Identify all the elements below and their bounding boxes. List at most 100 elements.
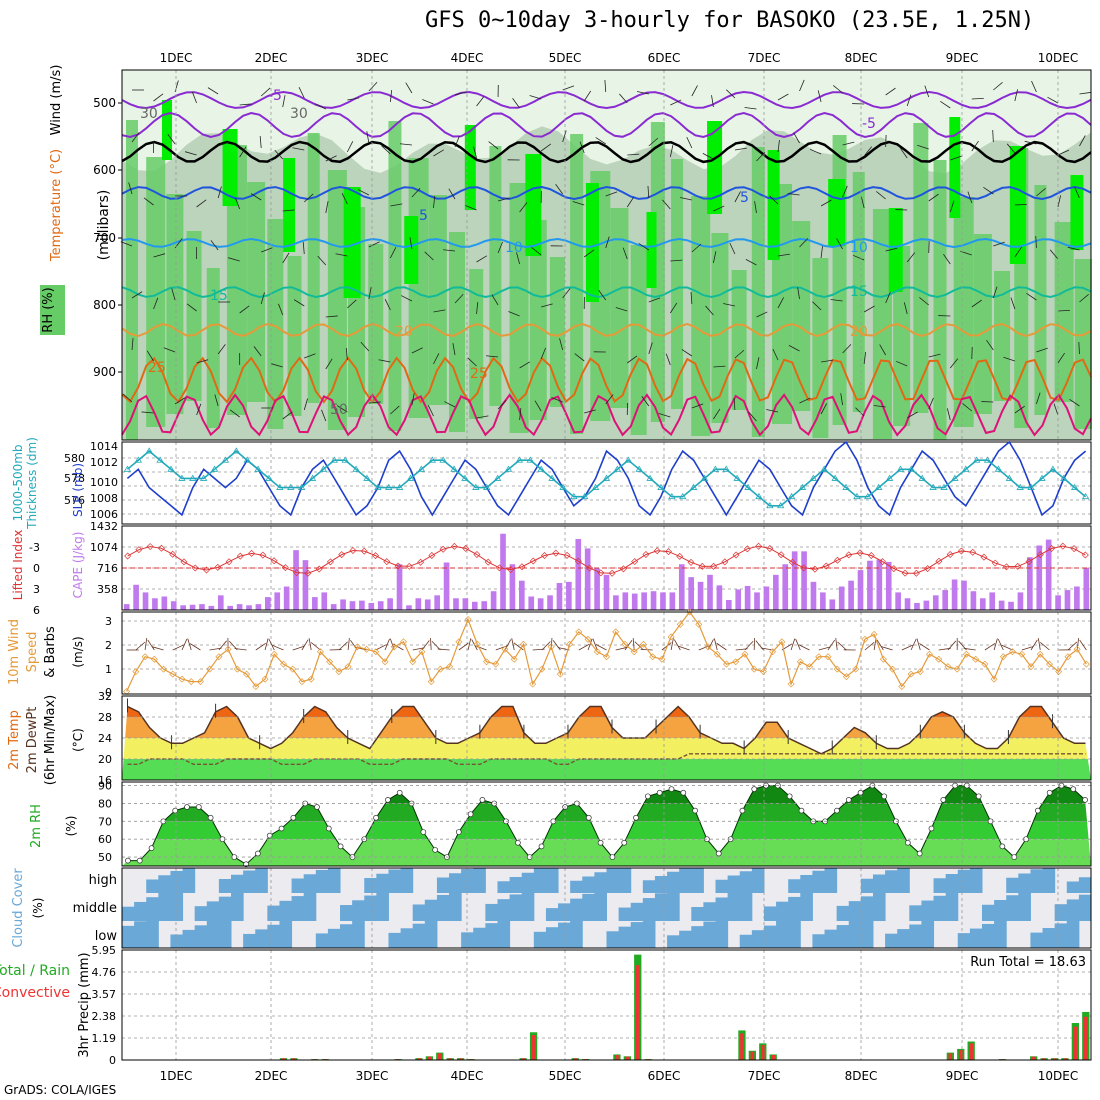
rh-bright-patch xyxy=(464,125,476,210)
wind-speed-marker xyxy=(1073,645,1081,653)
lifted-index-marker xyxy=(304,569,312,577)
wind-barb xyxy=(239,103,252,106)
precip-convective-bar xyxy=(427,1056,432,1060)
cape-bar xyxy=(1017,592,1024,610)
wind-barb xyxy=(641,396,650,407)
wind-speed-marker xyxy=(907,670,915,678)
lifted-index-marker xyxy=(529,557,537,565)
cloud-cell xyxy=(340,905,353,921)
precip-convective-bar xyxy=(1063,1058,1067,1060)
lifted-index-marker xyxy=(270,557,278,565)
lifted-tick-label: 3 xyxy=(33,583,40,596)
wind-barb xyxy=(842,344,852,354)
rh-marker xyxy=(195,804,202,810)
wind-speed-marker xyxy=(455,638,463,646)
wind-speed-marker xyxy=(160,665,168,673)
wind10m-label-2: Speed xyxy=(25,632,40,673)
cape-bar xyxy=(312,597,318,610)
wind-barb xyxy=(1026,292,1037,301)
wind-barb xyxy=(210,240,219,251)
pressure-tick-label: 500 xyxy=(93,96,116,110)
thickness-marker xyxy=(483,483,491,490)
wind-barb xyxy=(529,95,542,100)
cloud-cell xyxy=(812,934,826,948)
cloud-cell xyxy=(122,925,135,948)
dewpoint-line xyxy=(127,753,1086,765)
rh-bright-patch xyxy=(222,129,238,206)
temp-band xyxy=(122,717,1091,738)
cloud-cell xyxy=(691,868,704,893)
rh-tick-label: 90 xyxy=(98,780,112,793)
thickness-marker xyxy=(787,492,796,500)
chart-title: GFS 0~10day 3-hourly for BASOKO (23.5E, … xyxy=(425,8,1035,33)
cloud-cell xyxy=(255,929,268,948)
wind-speed-marker xyxy=(944,663,952,671)
cape-bar xyxy=(490,591,497,610)
top-day-label: 6DEC xyxy=(648,51,681,65)
rh-marker xyxy=(845,797,852,803)
wind-barb xyxy=(863,305,875,313)
wind-barb xyxy=(1014,89,1018,102)
lifted-index-marker xyxy=(1070,545,1078,553)
wind-speed-marker xyxy=(335,668,343,676)
rh-tick-label: 70 xyxy=(98,815,112,828)
thickness-marker xyxy=(330,456,339,463)
cape-bar xyxy=(716,585,723,610)
wind-barb-10m xyxy=(1001,644,1013,651)
wind-barb xyxy=(541,303,553,308)
thickness-tick-label: 578 xyxy=(64,472,85,485)
cape-bar xyxy=(509,564,516,610)
wind-barb-10m xyxy=(876,639,884,651)
wind-speed-marker xyxy=(307,675,315,683)
wind-barb xyxy=(572,201,585,206)
contour-label: 5 xyxy=(419,208,428,224)
rh-marker xyxy=(645,793,651,800)
wind-speed-marker xyxy=(233,665,241,673)
lifted-index-marker xyxy=(541,552,549,559)
wind-barb xyxy=(325,201,329,214)
cape-tick-label: 1432 xyxy=(90,520,118,533)
wind-barb xyxy=(820,199,832,207)
wind-speed-marker xyxy=(261,675,269,683)
wind-barb xyxy=(863,352,866,365)
wind-speed-marker xyxy=(409,658,417,666)
rh-green-column xyxy=(973,234,992,414)
cloud-cell xyxy=(994,900,1007,921)
cape-bar xyxy=(152,598,158,610)
wind-barb xyxy=(842,185,848,198)
wind-tick-label: 1 xyxy=(105,663,112,676)
wind-speed-marker xyxy=(1027,663,1035,671)
wind-speed-marker xyxy=(639,640,647,648)
precip-convective-bar xyxy=(1031,1056,1036,1060)
contour-label: 30 xyxy=(140,106,158,122)
wind-speed-marker xyxy=(556,670,564,678)
wind-barb xyxy=(321,409,327,422)
lifted-index-marker xyxy=(450,542,458,550)
cape-bar xyxy=(622,592,629,610)
rh-bright-patch xyxy=(828,179,846,246)
cloud-cell xyxy=(691,926,704,948)
thickness-marker xyxy=(776,502,785,509)
wind-speed-marker xyxy=(464,615,472,623)
panel-frame xyxy=(121,441,1092,525)
wind-barb xyxy=(648,297,661,303)
rh-bright-patch xyxy=(707,121,723,214)
cape-bar xyxy=(613,595,619,610)
lifted-index-marker xyxy=(946,550,954,558)
wind-barb-10m xyxy=(338,641,348,651)
cloud-cell xyxy=(751,930,765,948)
wind-barb xyxy=(512,98,520,109)
wind-barb xyxy=(604,80,607,93)
wind-barb xyxy=(555,184,563,195)
run-total-label: Run Total = 18.63 xyxy=(970,955,1086,970)
cape-bar xyxy=(876,559,883,610)
lifted-index-marker xyxy=(1002,563,1010,571)
wind-barb xyxy=(562,85,575,91)
cape-bar xyxy=(867,560,873,610)
cape-bar xyxy=(217,595,224,610)
wind-speed-marker xyxy=(704,643,712,651)
wind-speed-marker xyxy=(141,653,149,661)
thickness-marker xyxy=(972,456,981,463)
cloud-cell xyxy=(388,932,402,948)
wind-barb xyxy=(122,393,133,403)
